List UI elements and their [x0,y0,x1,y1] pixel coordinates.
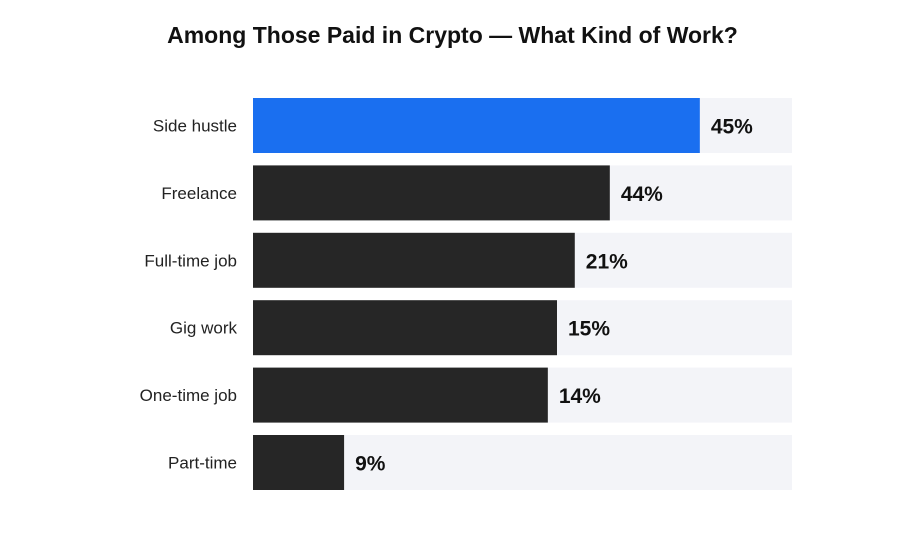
category-label: Full-time job [144,251,237,270]
bar [253,165,610,221]
category-label: One-time job [140,386,237,405]
value-label: 21% [586,250,628,273]
bar [253,232,575,288]
category-label: Gig work [170,319,238,338]
value-label: 44% [621,183,663,206]
value-label: 15% [568,318,610,341]
category-label: Side hustle [153,117,237,136]
bar [253,300,557,356]
category-label: Freelance [161,184,237,203]
bar [253,435,345,490]
bar [253,367,548,423]
value-label: 14% [559,385,601,408]
chart-title: Among Those Paid in Crypto — What Kind o… [167,22,738,48]
value-label: 9% [355,453,386,476]
category-label: Part-time [168,454,237,473]
bar [253,98,700,153]
value-label: 45% [711,116,753,139]
